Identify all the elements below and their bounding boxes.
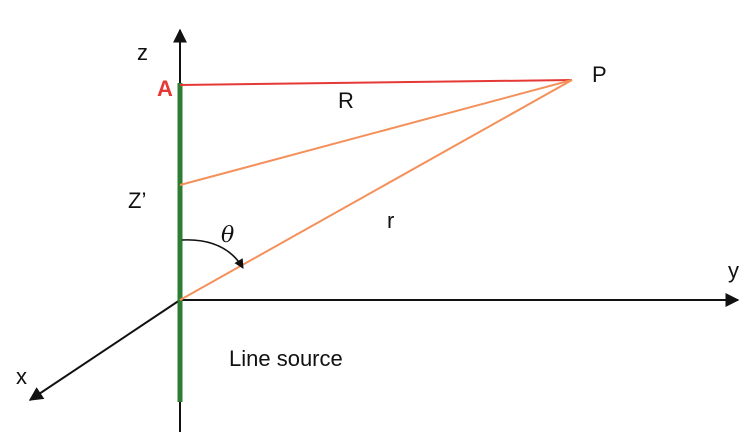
theta-arc	[181, 239, 244, 269]
point-p-label: P	[592, 62, 607, 87]
line-a-to-p	[179, 79, 573, 86]
line-zprime-to-p	[179, 79, 573, 186]
y-axis-label: y	[728, 258, 739, 283]
x-axis-label: x	[16, 364, 27, 389]
z-axis-label: z	[137, 40, 148, 65]
line-origin-to-p	[179, 79, 573, 301]
point-a-label: A	[157, 76, 173, 101]
z-prime-label: Z’	[128, 188, 146, 213]
distance-r-label: r	[387, 208, 394, 233]
x-axis	[28, 299, 181, 401]
theta-label: θ	[221, 223, 234, 248]
line-source-caption: Line source	[229, 346, 343, 371]
distance-big-r-label: R	[338, 88, 354, 113]
